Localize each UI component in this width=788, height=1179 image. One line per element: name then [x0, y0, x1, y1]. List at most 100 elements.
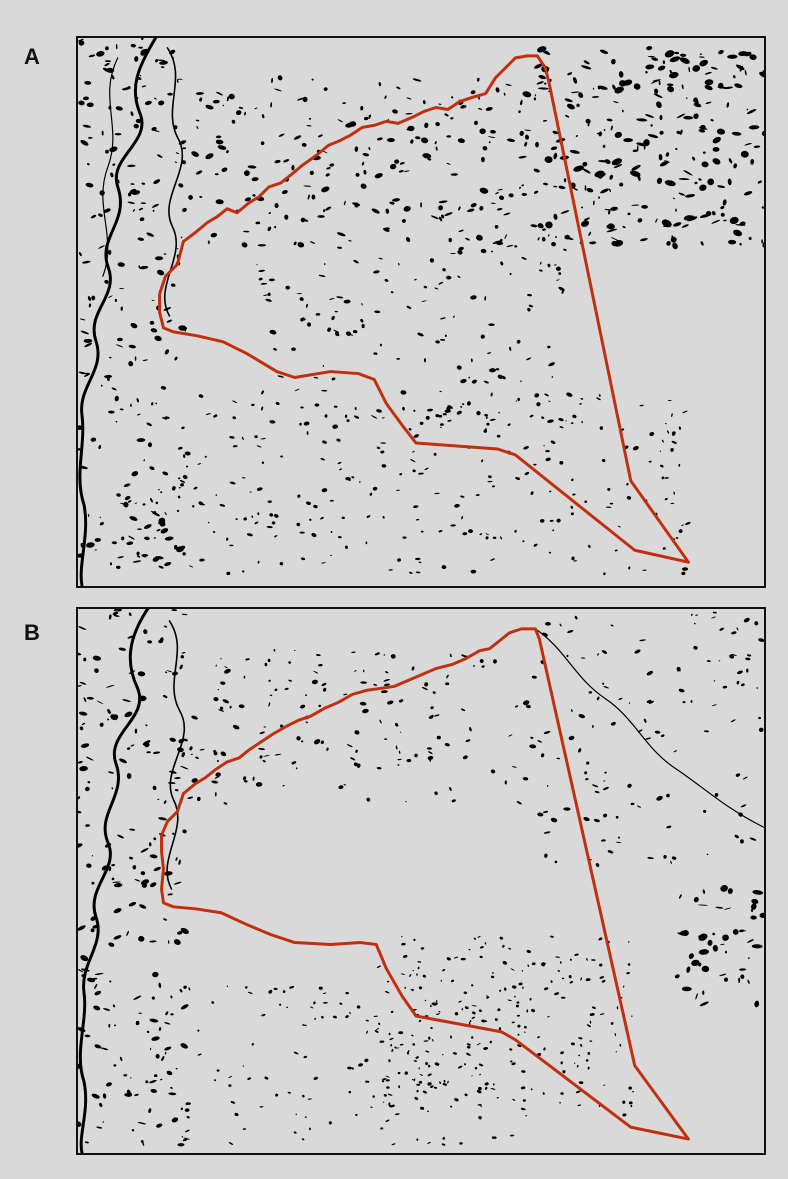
water-patch — [491, 972, 495, 974]
water-patch — [195, 119, 200, 122]
water-patch — [534, 190, 539, 194]
water-patch — [597, 86, 601, 90]
water-patch — [400, 390, 407, 395]
water-patch — [649, 431, 655, 437]
water-patch — [176, 509, 180, 512]
water-patch — [130, 322, 138, 329]
water-patch — [78, 1027, 86, 1033]
water-patch — [543, 182, 549, 186]
water-patch — [607, 850, 614, 854]
water-patch — [301, 1094, 305, 1098]
water-patch — [259, 1106, 264, 1108]
water-patch — [313, 739, 321, 745]
water-patch — [530, 224, 538, 228]
water-patch — [450, 253, 456, 255]
water-patch — [698, 933, 708, 941]
water-patch — [728, 158, 733, 164]
water-patch — [422, 974, 427, 978]
water-patch — [589, 1013, 595, 1016]
water-patch — [446, 162, 451, 165]
water-patch — [595, 863, 600, 868]
water-patch — [172, 671, 178, 676]
water-patch — [216, 91, 223, 96]
water-patch — [181, 751, 185, 758]
water-patch — [99, 521, 104, 526]
water-patch — [282, 784, 285, 787]
water-patch — [93, 1005, 101, 1011]
water-patch — [533, 168, 540, 173]
water-patch — [704, 71, 712, 75]
water-patch — [388, 1104, 392, 1108]
water-patch — [541, 416, 545, 419]
water-patch — [131, 471, 139, 477]
water-patch — [479, 533, 483, 536]
water-patch — [397, 1047, 400, 1049]
water-patch — [260, 282, 268, 285]
water-patch — [610, 721, 616, 726]
water-patch — [470, 569, 477, 574]
water-patch — [294, 388, 300, 392]
water-patch — [297, 494, 301, 498]
water-patch — [121, 536, 125, 541]
water-patch — [415, 1056, 419, 1059]
water-patch — [543, 730, 551, 735]
water-patch — [460, 406, 463, 408]
water-patch — [108, 356, 112, 359]
water-patch — [753, 145, 761, 148]
water-patch — [244, 111, 246, 116]
water-patch — [486, 996, 490, 999]
side-channel — [102, 57, 119, 277]
water-patch — [360, 105, 364, 111]
water-patch — [711, 704, 717, 707]
water-patch — [484, 942, 487, 945]
water-patch — [631, 1015, 633, 1017]
water-patch — [606, 118, 613, 122]
water-patch — [671, 433, 676, 436]
water-patch — [390, 1044, 393, 1047]
water-patch — [251, 177, 259, 182]
water-patch — [469, 727, 472, 732]
water-patch — [140, 1140, 144, 1144]
water-patch — [427, 1142, 431, 1144]
water-patch — [78, 969, 84, 973]
water-patch — [484, 296, 487, 301]
water-patch — [629, 170, 641, 177]
water-patch — [323, 87, 328, 91]
water-patch — [481, 665, 485, 668]
water-patch — [739, 242, 742, 246]
water-patch — [461, 1008, 464, 1011]
water-patch — [85, 824, 90, 827]
water-patch — [458, 246, 464, 251]
water-patch — [96, 50, 105, 57]
water-patch — [108, 105, 112, 110]
water-patch — [681, 571, 686, 576]
water-patch — [729, 654, 735, 659]
water-patch — [293, 1131, 297, 1134]
water-patch — [699, 59, 708, 67]
water-patch — [438, 103, 442, 105]
water-patch — [531, 675, 537, 679]
water-patch — [178, 446, 183, 450]
water-patch — [681, 224, 689, 228]
water-patch — [243, 517, 247, 521]
water-patch — [232, 445, 238, 448]
water-patch — [350, 757, 356, 761]
water-patch — [343, 299, 351, 304]
water-patch — [177, 1143, 185, 1147]
water-patch — [215, 139, 224, 145]
water-patch — [301, 1138, 305, 1141]
water-patch — [293, 241, 297, 246]
water-patch — [259, 731, 265, 735]
water-patch — [487, 352, 492, 354]
water-patch — [107, 708, 111, 714]
water-patch — [488, 323, 495, 326]
water-patch — [392, 109, 398, 114]
water-patch — [434, 141, 437, 145]
water-patch — [258, 277, 263, 281]
water-patch — [106, 67, 115, 73]
water-patch — [722, 199, 727, 206]
wetland-patches-a — [78, 38, 764, 576]
water-patch — [584, 500, 588, 503]
water-patch — [450, 117, 454, 120]
water-patch — [195, 170, 203, 175]
